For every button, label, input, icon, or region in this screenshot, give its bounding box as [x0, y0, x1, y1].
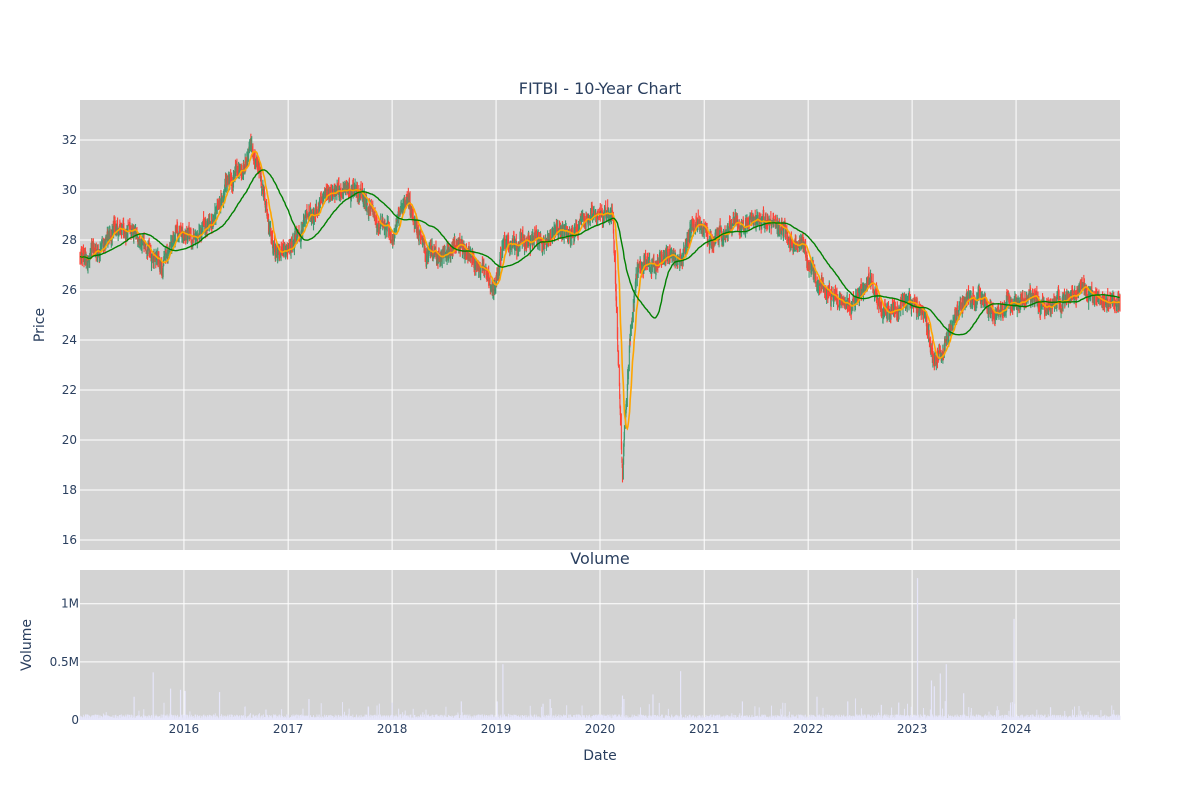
- price-y-tick-label: 16: [62, 533, 77, 547]
- price-y-tick-label: 30: [62, 183, 77, 197]
- price-y-tick-labels: 16 18 20 22 24 26 28 30 32: [62, 133, 77, 547]
- price-y-tick-label: 26: [62, 283, 77, 297]
- price-y-tick-label: 24: [62, 333, 77, 347]
- price-y-tick-label: 22: [62, 383, 77, 397]
- price-y-tick-label: 28: [62, 233, 77, 247]
- price-chart-title: FITBI - 10-Year Chart: [519, 79, 682, 98]
- price-y-tick-label: 18: [62, 483, 77, 497]
- price-axis-title: Price: [32, 308, 48, 342]
- price-y-tick-label: 32: [62, 133, 77, 147]
- price-y-tick-label: 20: [62, 433, 77, 447]
